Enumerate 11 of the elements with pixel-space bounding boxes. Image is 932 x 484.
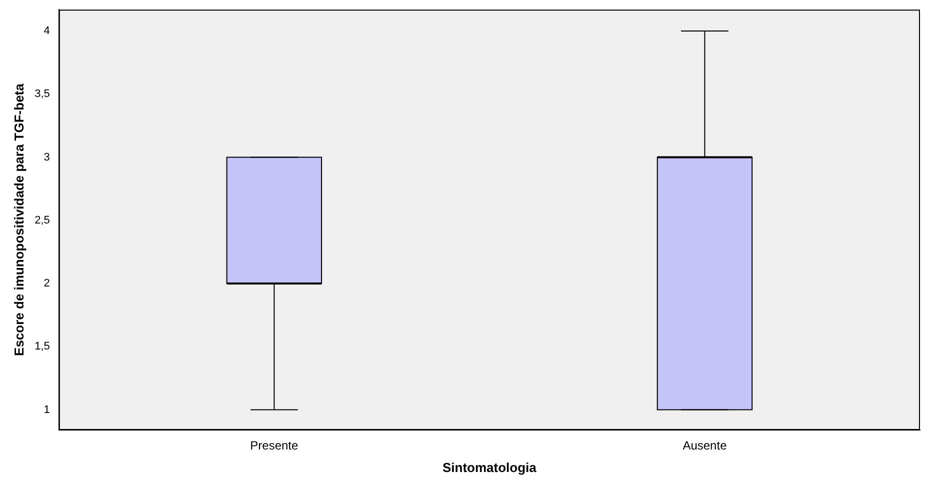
y-tick-label: 1 <box>44 404 50 416</box>
y-tick-label: 4 <box>44 25 50 38</box>
y-axis-title: Escore de imunopositividade para TGF-beta <box>11 82 26 356</box>
x-tick-label: Ausente <box>682 438 728 453</box>
y-tick-label: 3 <box>44 151 50 164</box>
x-axis-title: Sintomatologia <box>442 460 538 475</box>
y-tick-label: 2,5 <box>34 214 50 226</box>
x-tick-label: Presente <box>250 438 299 453</box>
y-tick-label: 1,5 <box>34 340 50 353</box>
y-tick-label: 3,5 <box>34 88 50 100</box>
y-tick-label: 2 <box>44 278 50 290</box>
